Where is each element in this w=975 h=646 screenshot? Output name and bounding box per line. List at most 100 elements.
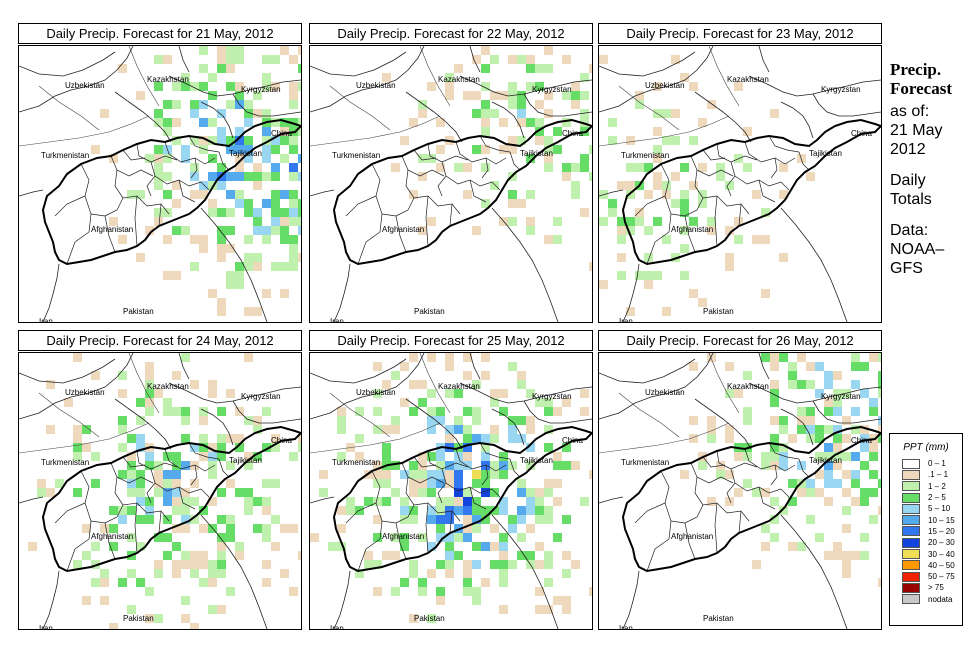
precip-cell xyxy=(589,262,592,271)
country-border xyxy=(310,358,407,384)
precip-cell xyxy=(226,172,235,181)
precip-cell xyxy=(436,163,445,172)
precip-cell xyxy=(806,479,815,488)
country-border xyxy=(19,51,116,77)
precip-cell xyxy=(562,398,571,407)
country-label-kyrgyzstan: Kyrgyzstan xyxy=(241,85,281,94)
precip-cell xyxy=(82,425,91,434)
province-border xyxy=(54,195,86,217)
precip-cell xyxy=(653,217,662,226)
precip-cell xyxy=(635,163,644,172)
precip-cell xyxy=(373,470,382,479)
precip-cell xyxy=(860,389,869,398)
precip-cell xyxy=(463,353,472,362)
legend-row: 15 – 20 xyxy=(902,526,962,537)
precip-cell xyxy=(190,560,199,569)
precip-cell xyxy=(163,271,172,280)
precip-cell xyxy=(208,578,217,587)
precip-cell xyxy=(689,181,698,190)
precip-cell xyxy=(199,118,208,127)
precip-cell xyxy=(842,452,851,461)
forecast-panel-3: Daily Precip. Forecast for 23 May, 2012 … xyxy=(598,23,882,323)
precip-cell xyxy=(553,407,562,416)
province-border xyxy=(146,175,156,197)
precip-cell xyxy=(163,488,172,497)
precip-cell xyxy=(617,181,626,190)
precip-cell xyxy=(499,452,508,461)
caption-date-2: 2012 xyxy=(890,141,926,158)
country-label-uzbekistan: Uzbekistan xyxy=(645,388,685,397)
precip-cell xyxy=(481,199,490,208)
province-border xyxy=(702,456,726,468)
precip-cell xyxy=(526,551,535,560)
precip-cell xyxy=(118,64,127,73)
precip-cell xyxy=(391,533,400,542)
precip-cell xyxy=(797,542,806,551)
precip-cell xyxy=(190,172,199,181)
province-border xyxy=(54,502,86,524)
legend-label: 2 – 5 xyxy=(928,493,946,503)
precip-cell xyxy=(860,533,869,542)
precip-cell xyxy=(797,380,806,389)
precip-cell xyxy=(181,614,190,623)
precip-cell xyxy=(535,100,544,109)
precip-cell xyxy=(526,497,535,506)
precip-cell xyxy=(409,614,418,623)
precip-cell xyxy=(562,163,571,172)
precip-cell xyxy=(499,145,508,154)
precip-cell xyxy=(599,217,608,226)
precip-cell xyxy=(172,452,181,461)
country-label-afghanistan: Afghanistan xyxy=(382,225,424,234)
precip-cell xyxy=(463,371,472,380)
precip-cell xyxy=(217,542,226,551)
precip-cell xyxy=(235,443,244,452)
precip-cell xyxy=(298,226,301,235)
precip-cell xyxy=(481,353,490,362)
precip-cell xyxy=(806,416,815,425)
river-line xyxy=(708,353,740,414)
precip-cell xyxy=(544,605,553,614)
country-label-pakistan: Pakistan xyxy=(703,307,734,316)
province-border xyxy=(158,203,162,227)
precip-cell xyxy=(118,578,127,587)
precip-cell xyxy=(725,253,734,262)
precip-cell xyxy=(190,190,199,199)
country-border xyxy=(200,101,234,139)
precip-cell xyxy=(172,479,181,488)
country-label-turkmenistan: Turkmenistan xyxy=(621,458,669,467)
precip-cell xyxy=(743,407,752,416)
precip-cell xyxy=(698,190,707,199)
precip-cell xyxy=(526,64,535,73)
precip-cell xyxy=(878,416,881,425)
precip-cell xyxy=(427,479,436,488)
precip-cell xyxy=(580,497,589,506)
precip-cell xyxy=(244,253,253,262)
country-border xyxy=(405,91,463,143)
precip-cell xyxy=(508,217,517,226)
precip-cell xyxy=(833,434,842,443)
precip-cell xyxy=(373,479,382,488)
precip-cell xyxy=(190,623,199,629)
precip-cell xyxy=(436,596,445,605)
precip-cell xyxy=(271,145,280,154)
province-border xyxy=(66,538,90,572)
precip-cell xyxy=(535,560,544,569)
country-border xyxy=(310,51,407,77)
country-border xyxy=(694,398,752,450)
river-line xyxy=(38,392,100,438)
precip-cell xyxy=(770,434,779,443)
precip-cell xyxy=(226,100,235,109)
precip-cell xyxy=(436,506,445,515)
precip-cell xyxy=(226,136,235,145)
caption-source-2: GFS xyxy=(890,260,923,277)
country-label-tajikistan: Tajikistan xyxy=(520,149,553,158)
precip-cell xyxy=(208,172,217,181)
precip-cell xyxy=(154,145,163,154)
precip-cell xyxy=(472,380,481,389)
precip-cell xyxy=(797,353,806,362)
province-border xyxy=(670,197,704,217)
precip-cell xyxy=(608,208,617,217)
province-border xyxy=(122,149,146,161)
precip-cell xyxy=(535,127,544,136)
precip-cell xyxy=(217,253,226,262)
